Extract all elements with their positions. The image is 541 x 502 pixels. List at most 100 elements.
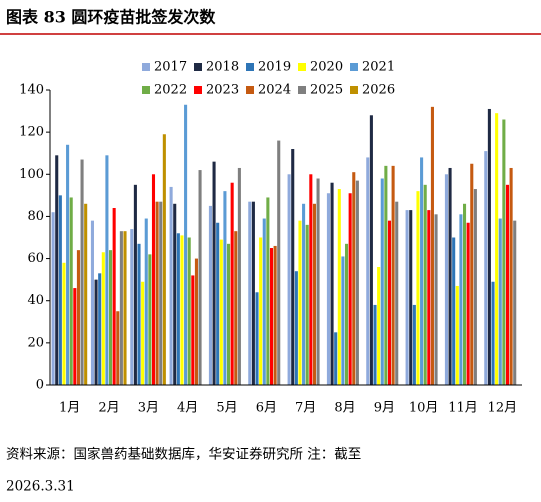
bar	[198, 170, 202, 385]
bar	[73, 288, 77, 385]
bar	[309, 174, 313, 385]
chart-title: 图表 83 圆环疫苗批签发次数	[6, 8, 216, 27]
legend-label: 2022	[154, 83, 187, 98]
bar	[90, 220, 94, 385]
bar	[452, 237, 456, 385]
x-tick-label: 6月	[256, 401, 277, 416]
bar	[409, 210, 413, 385]
bar	[420, 157, 424, 385]
bar	[302, 203, 306, 385]
x-tick-label: 1月	[59, 401, 80, 416]
bar	[470, 163, 474, 385]
x-tick-label: 12月	[488, 401, 518, 416]
bar	[502, 119, 506, 385]
bar	[237, 167, 241, 385]
y-tick-label: 60	[27, 251, 44, 266]
bar	[312, 203, 316, 385]
y-tick-label: 0	[36, 378, 44, 393]
y-tick-label: 80	[27, 209, 44, 224]
bar	[262, 218, 266, 385]
bar	[191, 275, 195, 385]
bar	[459, 214, 463, 385]
bar	[255, 292, 259, 385]
bar	[473, 189, 477, 385]
x-tick-label: 11月	[448, 401, 478, 416]
bar	[173, 203, 177, 385]
bar	[513, 220, 517, 385]
bar	[51, 212, 55, 385]
y-tick-label: 20	[27, 335, 44, 350]
legend-swatch	[246, 63, 254, 71]
source: 资料来源：国家兽药基础数据库，华安证券研究所 注：截至	[6, 446, 361, 463]
bar	[334, 332, 338, 385]
bar	[355, 180, 359, 385]
bar	[416, 191, 420, 385]
bar	[223, 191, 227, 385]
bar	[305, 224, 309, 385]
bar	[269, 248, 274, 385]
x-tick-label: 2月	[98, 401, 119, 416]
bar	[194, 258, 198, 385]
bar	[444, 174, 448, 385]
bar	[251, 201, 255, 385]
bar	[101, 252, 105, 385]
legend-label: 2026	[362, 83, 395, 98]
bar	[373, 304, 377, 385]
legend-label: 2019	[258, 60, 291, 75]
bar	[227, 243, 231, 385]
bar	[337, 189, 341, 385]
x-tick-label: 3月	[138, 401, 159, 416]
bar	[498, 218, 502, 385]
bar	[133, 184, 137, 385]
legend-label: 2018	[206, 60, 239, 75]
bar	[234, 231, 238, 385]
bar	[112, 208, 116, 385]
x-tick-label: 10月	[409, 401, 439, 416]
bar	[277, 140, 281, 385]
bar	[366, 157, 370, 385]
bar	[466, 222, 470, 385]
bar	[144, 218, 148, 385]
bar	[176, 233, 180, 385]
bar	[187, 237, 191, 385]
legend-swatch	[298, 63, 306, 71]
y-tick-label: 100	[19, 167, 44, 182]
bar	[273, 245, 277, 385]
bar	[341, 256, 345, 385]
bar	[298, 220, 302, 385]
bar	[455, 285, 459, 385]
bar	[69, 197, 73, 385]
bar	[55, 155, 59, 385]
bar	[369, 115, 373, 386]
bar	[208, 205, 212, 385]
bar	[505, 184, 510, 385]
bar	[162, 134, 166, 385]
bar	[58, 195, 62, 385]
bar	[259, 237, 263, 385]
bar	[345, 243, 349, 385]
bar	[180, 235, 184, 385]
bar	[159, 201, 163, 385]
bar	[105, 155, 109, 385]
legend-swatch	[298, 86, 306, 94]
bar	[434, 214, 438, 385]
bar	[98, 273, 102, 385]
bar	[212, 161, 216, 385]
bar	[66, 144, 70, 385]
bar	[76, 250, 80, 385]
bar	[137, 243, 141, 385]
bar	[463, 203, 467, 385]
bar	[148, 254, 152, 385]
bar	[326, 193, 330, 385]
legend-swatch	[194, 86, 202, 94]
legend-label: 2020	[310, 60, 343, 75]
bar	[287, 174, 291, 385]
y-tick-label: 120	[19, 125, 44, 140]
bar	[412, 304, 416, 385]
bar	[116, 311, 120, 385]
bar	[155, 201, 159, 385]
bar	[491, 281, 495, 385]
bar	[487, 108, 491, 385]
bar	[84, 203, 88, 385]
y-tick-label: 40	[27, 293, 44, 308]
